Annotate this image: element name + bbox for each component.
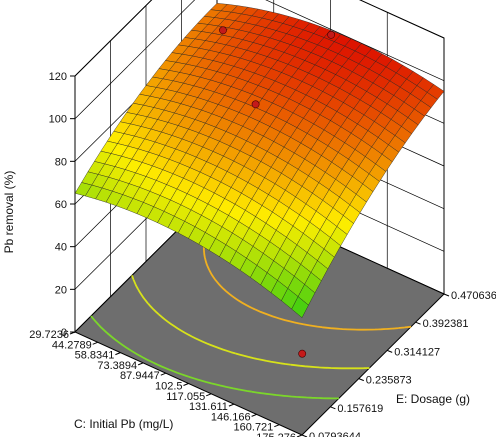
x-tick-mark [137, 362, 144, 366]
y-tick-mark [358, 378, 364, 382]
y-tick-label: 0.0793644 [309, 431, 361, 437]
x-tick-mark [69, 331, 76, 335]
x-tick-label: 58.8341 [75, 350, 115, 362]
axis-ticks: 0 20 40 60 80 100 120 29.723644.278958.834173.3… [29, 71, 496, 437]
x-tick-label: 29.7236 [29, 329, 69, 341]
x-tick-label: 102.5 [155, 381, 183, 393]
x-tick-mark [274, 424, 280, 428]
x-tick-mark [92, 341, 98, 345]
y-tick-label: 0.314127 [394, 346, 440, 358]
z-tick-label: 40 [55, 242, 67, 254]
z-tick-label: 80 [55, 156, 67, 168]
x-tick-mark [115, 352, 121, 356]
z-tick-label: 100 [49, 114, 67, 126]
z-tick-label: 60 [55, 199, 67, 211]
y-axis-title: E: Dosage (g) [396, 392, 470, 406]
response-surface [74, 3, 445, 319]
x-tick-mark [206, 393, 212, 397]
design-point-1 [219, 26, 227, 35]
y-tick-mark [330, 406, 336, 410]
x-tick-label: 73.3894 [97, 360, 137, 372]
x-tick-mark [183, 383, 189, 386]
design-points [219, 26, 335, 358]
x-tick-label: 117.055 [166, 391, 205, 403]
x-tick-label: 44.2789 [52, 339, 92, 351]
y-tick-label: 0.235873 [366, 375, 412, 387]
y-tick-label: 0.157619 [337, 403, 383, 415]
design-point-2 [327, 30, 335, 39]
contour-lines [90, 195, 412, 400]
design-point-4 [298, 349, 307, 358]
x-tick-label: 160.721 [234, 422, 274, 434]
y-tick-mark [387, 349, 393, 353]
design-point-3 [251, 100, 260, 109]
z-tick-label: 120 [49, 71, 67, 83]
y-tick-label: 0.392381 [423, 318, 469, 330]
x-tick-mark [251, 413, 257, 417]
y-tick-mark [443, 293, 450, 297]
x-tick-label: 175.276 [256, 432, 296, 437]
z-tick-label: 0 [61, 327, 67, 339]
contour-line-70 [90, 315, 339, 400]
x-axis-title: C: Initial Pb (mg/L) [74, 417, 173, 431]
y-tick-mark [415, 321, 421, 325]
x-tick-label: 131.611 [189, 401, 228, 413]
y-tick-label: 0.470636 [451, 290, 496, 302]
x-tick-label: 87.9447 [120, 370, 160, 382]
surface-cell [291, 296, 309, 319]
z-gridline [74, 0, 445, 119]
z-gridline [74, 0, 445, 77]
x-tick-mark [160, 372, 166, 376]
contour-line-80 [131, 275, 370, 370]
x-tick-label: 146.166 [211, 411, 251, 423]
z-tick-label: 20 [55, 284, 67, 296]
z-axis-title: Pb removal (%) [2, 171, 16, 254]
x-tick-mark [228, 403, 235, 407]
